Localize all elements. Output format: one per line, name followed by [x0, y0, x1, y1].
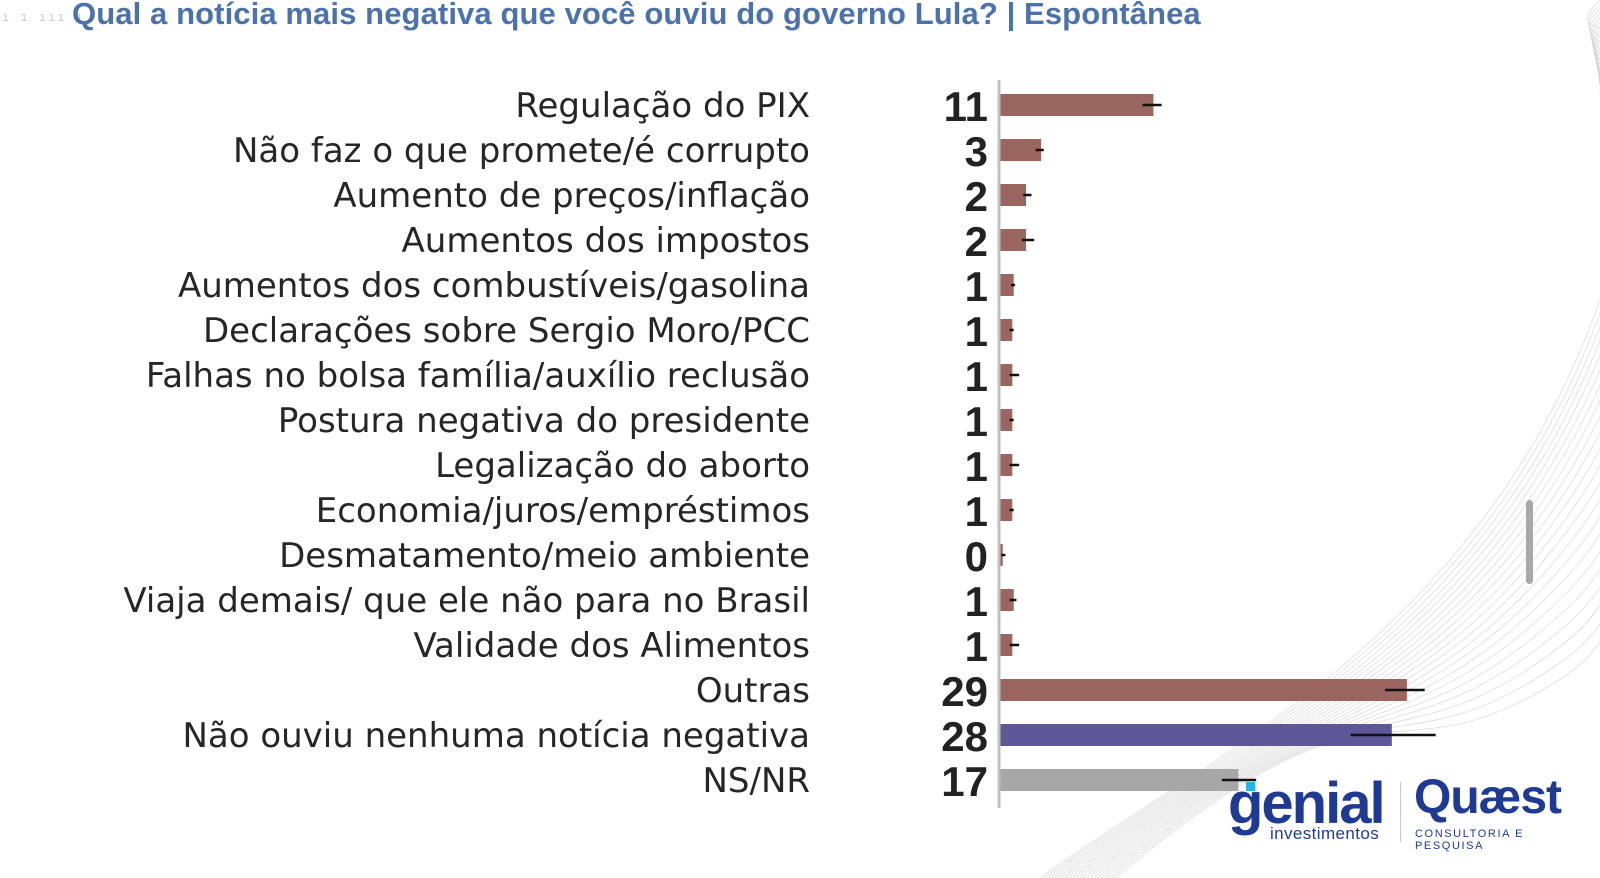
- background-wave-line: [1100, 75, 1600, 878]
- category-label: Falhas no bolsa família/auxílio reclusão: [146, 356, 810, 396]
- bar: [1000, 229, 1027, 251]
- data-label: 2: [965, 218, 988, 265]
- logo-divider: [1400, 782, 1401, 842]
- category-label: Declarações sobre Sergio Moro/PCC: [203, 311, 810, 351]
- bar: [1000, 364, 1013, 386]
- bar: [1000, 139, 1042, 161]
- data-label: 11: [944, 83, 988, 130]
- data-label: 2: [965, 173, 988, 220]
- category-label: Não ouviu nenhuma notícia negativa: [182, 716, 810, 756]
- bar: [1000, 589, 1014, 611]
- page-title: Qual a notícia mais negativa que você ou…: [72, 0, 1201, 31]
- data-label: 1: [965, 443, 988, 490]
- background-wave-line: [1108, 84, 1600, 878]
- background-wave-line: [1039, 0, 1600, 878]
- bar: [1000, 274, 1014, 296]
- background-wave-line: [1104, 80, 1600, 878]
- background-wave-line: [1061, 26, 1600, 878]
- title-decoration-dots: ı ı ııı ı: [2, 10, 86, 24]
- background-wave-line: [1068, 35, 1600, 878]
- genial-investimentos-logo: genial investimentos: [1228, 771, 1398, 848]
- bar: [1000, 499, 1013, 521]
- background-wave-line: [1082, 53, 1600, 878]
- bar: [1000, 454, 1013, 476]
- background-wave-line: [1050, 13, 1600, 878]
- category-label: Postura negativa do presidente: [278, 401, 810, 441]
- category-label: Economia/juros/empréstimos: [316, 491, 810, 531]
- genial-logo-wordmark: genial: [1228, 771, 1386, 836]
- category-label: Legalização do aborto: [435, 446, 810, 486]
- background-wave-line: [1043, 4, 1600, 878]
- data-label: 1: [965, 623, 988, 670]
- background-wave-line: [1064, 31, 1600, 878]
- category-label: Aumentos dos impostos: [402, 221, 810, 261]
- bar: [1000, 724, 1392, 746]
- background-wave-line: [1093, 67, 1600, 878]
- background-wave-line: [1086, 58, 1600, 878]
- data-label: 1: [965, 578, 988, 625]
- data-label: 1: [965, 308, 988, 355]
- data-label: 1: [965, 263, 988, 310]
- data-label: 1: [965, 353, 988, 400]
- data-label: 1: [965, 488, 988, 535]
- quaest-logo-wordmark: Quæst: [1414, 771, 1562, 824]
- category-label: Aumento de preços/inflação: [333, 176, 810, 216]
- background-wave-line: [1075, 44, 1600, 878]
- background-wave-line: [1072, 40, 1600, 878]
- background-wave-line: [1054, 17, 1600, 878]
- background-wave-line: [1079, 49, 1600, 878]
- quaest-logo-subtitle: CONSULTORIA E PESQUISA: [1415, 828, 1525, 852]
- data-label: 3: [965, 128, 988, 175]
- category-label: Regulação do PIX: [515, 86, 810, 126]
- category-label: NS/NR: [702, 761, 810, 801]
- category-label: Viaja demais/ que ele não para no Brasil: [123, 581, 810, 621]
- category-label: Não faz o que promete/é corrupto: [233, 131, 810, 171]
- quaest-logo: Quæst CONSULTORIA E PESQUISA: [1414, 771, 1574, 852]
- data-label: 28: [941, 713, 988, 760]
- bar: [1000, 184, 1027, 206]
- category-label: Aumentos dos combustíveis/gasolina: [178, 266, 810, 306]
- bar: [1000, 409, 1013, 431]
- category-label: Desmatamento/meio ambiente: [279, 536, 810, 576]
- background-wave-line: [1111, 88, 1600, 878]
- category-label: Outras: [696, 671, 810, 711]
- category-label: Validade dos Alimentos: [413, 626, 810, 666]
- bar: [1000, 769, 1239, 791]
- background-wave-line: [1115, 92, 1600, 878]
- bar: [1000, 634, 1013, 656]
- data-label: 29: [941, 668, 988, 715]
- genial-logo-subtitle: investimentos: [1270, 824, 1380, 843]
- genial-logo-accent-icon: [1246, 782, 1255, 791]
- background-wave-line: [1097, 71, 1600, 878]
- bar: [1000, 94, 1154, 116]
- background-wave-line: [1057, 22, 1600, 878]
- data-label: 1: [965, 398, 988, 445]
- data-label: 17: [941, 758, 988, 805]
- data-label: 0: [965, 533, 988, 580]
- background-wave-line: [1046, 8, 1600, 878]
- scrollbar-thumb[interactable]: [1526, 500, 1533, 584]
- background-wave-line: [1090, 62, 1600, 878]
- bar: [1000, 679, 1407, 701]
- bar: [1000, 319, 1013, 341]
